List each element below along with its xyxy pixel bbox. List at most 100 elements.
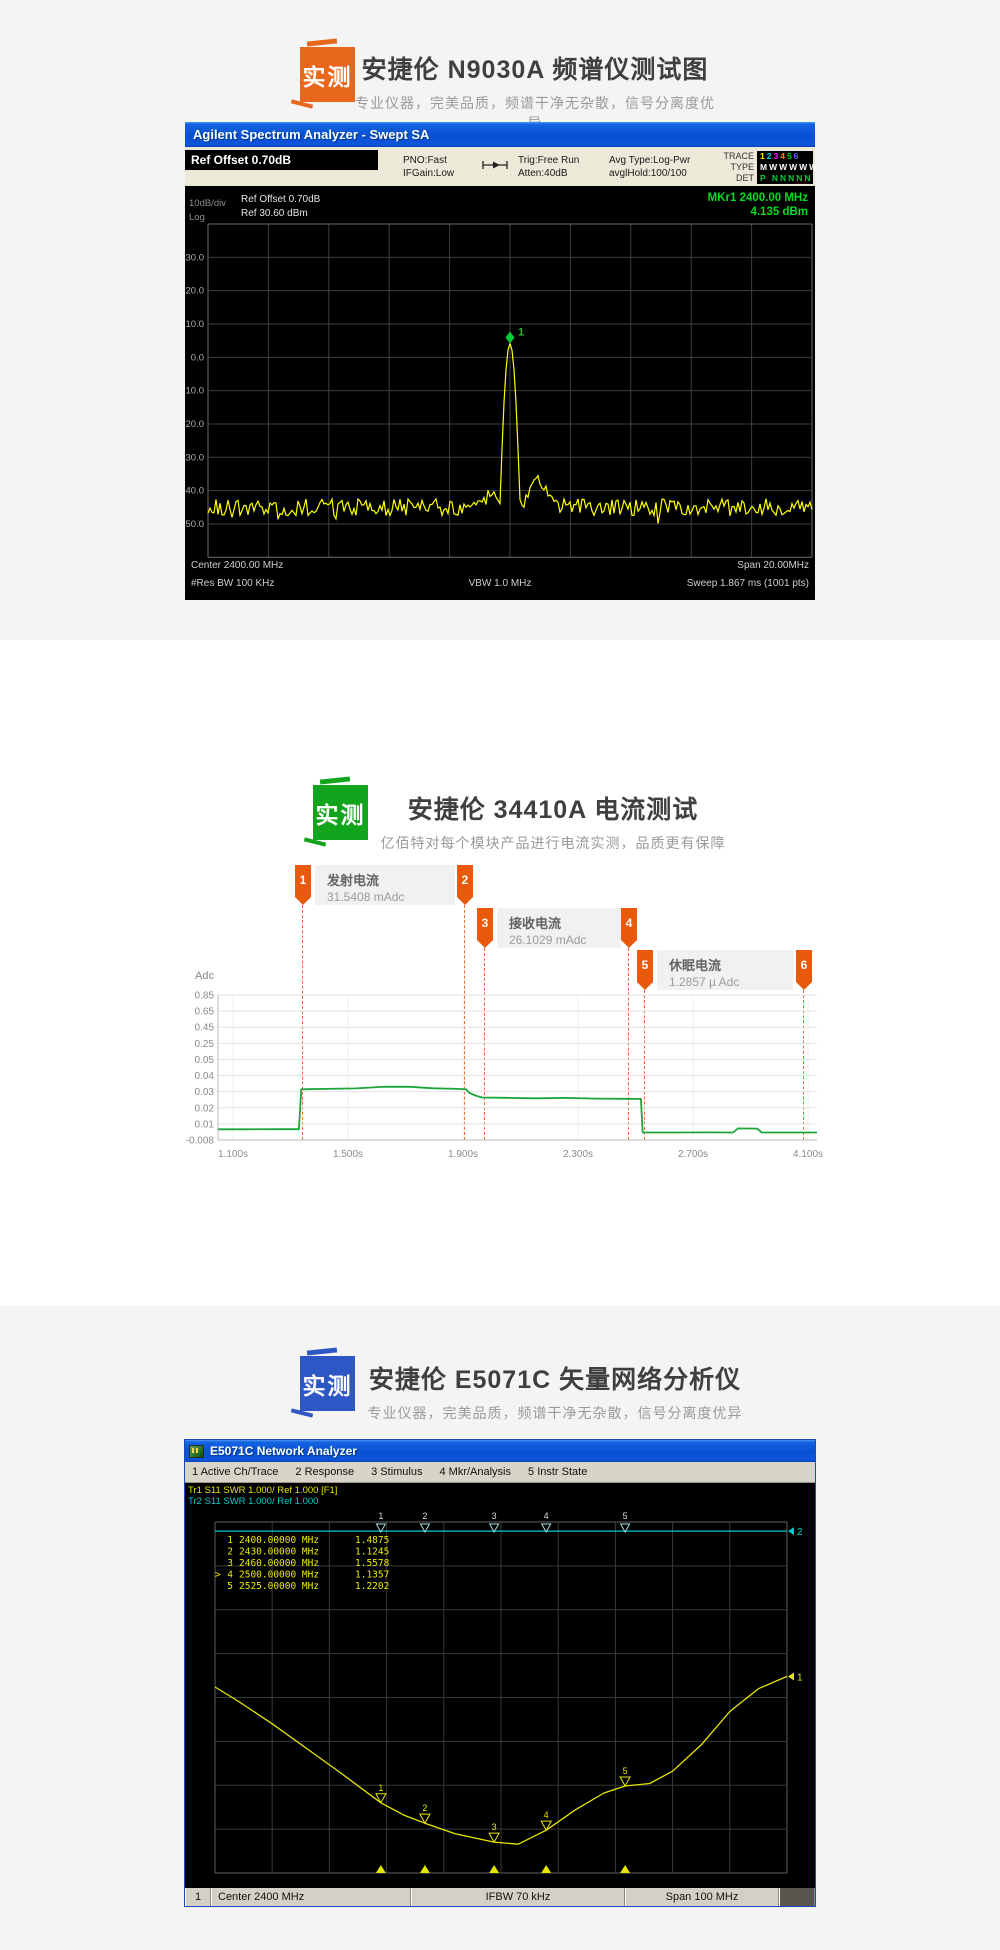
svg-text:2: 2 — [422, 1511, 427, 1521]
sa-titlebar[interactable]: Agilent Spectrum Analyzer - Swept SA — [185, 122, 815, 147]
svg-text:2525.00000 MHz: 2525.00000 MHz — [239, 1581, 319, 1592]
svg-text:0.0: 0.0 — [191, 352, 204, 363]
svg-text:Adc: Adc — [195, 970, 214, 982]
section-subtitle: 专业仪器，完美品质，频谱干净无杂散，信号分离度优异 — [367, 1405, 743, 1421]
marker-pin: 6 — [796, 950, 812, 990]
svg-text:2: 2 — [227, 1547, 233, 1558]
pno-settings: PNO:Fast IFGain:Low — [403, 155, 455, 179]
measurement-label: 发射电流 — [327, 873, 380, 888]
menu-item[interactable]: 1 Active Ch/Trace — [192, 1466, 279, 1478]
trace-detectors: P NNNNN — [757, 173, 813, 184]
spectrum-display: 30.0 20.0 10.0 0.0 -10.0 -20.0 -30.0 -40.0 -50.0… — [185, 186, 815, 600]
trace-types: MWWWWW — [757, 162, 817, 173]
svg-text:-10.0: -10.0 — [185, 386, 204, 397]
svg-text:1: 1 — [227, 1535, 233, 1546]
center-frequency-status: Center 2400 MHz — [211, 1888, 411, 1906]
ifbw-status: IFBW 70 kHz — [411, 1888, 625, 1906]
svg-text:0.65: 0.65 — [195, 1007, 215, 1018]
swr-plot: Tr1 S11 SWR 1.000/ Ref 1.000 [F1]Tr2 S11… — [188, 1485, 803, 1874]
trace-status-block: TRACE 123456 TYPE MWWWWW DET P NNNNN — [723, 151, 820, 184]
svg-text:1.1357: 1.1357 — [355, 1570, 389, 1581]
sa-settings-bar: Ref Offset 0.70dB PNO:Fast IFGain:Low Tr… — [185, 147, 820, 186]
marker-dashed-line — [302, 905, 303, 1140]
svg-text:1.900s: 1.900s — [448, 1149, 478, 1160]
vbw-label: VBW 1.0 MHz — [468, 578, 532, 589]
tested-badge-current: 实测 — [313, 785, 368, 840]
menu-item[interactable]: 5 Instr State — [528, 1466, 588, 1478]
svg-text:2: 2 — [422, 1803, 427, 1813]
svg-text:20.0: 20.0 — [186, 286, 205, 297]
marker-pin: 1 — [295, 865, 311, 905]
vna-window-title: E5071C Network Analyzer — [210, 1444, 357, 1458]
svg-text:10.0: 10.0 — [186, 319, 205, 330]
menu-item[interactable]: 3 Stimulus — [371, 1466, 423, 1478]
svg-text:-40.0: -40.0 — [185, 486, 204, 497]
section-header-spectrum: 安捷伦 N9030A 频谱仪测试图 专业仪器，完美品质，频谱干净无杂散，信号分离… — [350, 50, 720, 133]
svg-text:2.700s: 2.700s — [678, 1149, 708, 1160]
svg-text:4: 4 — [544, 1810, 549, 1820]
svg-text:1.5578: 1.5578 — [355, 1558, 390, 1569]
svg-text:0.45: 0.45 — [195, 1023, 215, 1034]
svg-text:1: 1 — [518, 327, 524, 339]
marker-readout: MKr1 2400.00 MHz 4.135 dBm — [707, 192, 808, 218]
svg-text:1.2202: 1.2202 — [355, 1581, 389, 1592]
measurement-label: 接收电流 — [509, 916, 562, 931]
trace-numbers: 123456 — [757, 151, 813, 162]
tested-badge-vna: 实测 — [300, 1356, 355, 1411]
svg-text:0.25: 0.25 — [195, 1039, 215, 1050]
menu-item[interactable]: 2 Response — [295, 1466, 355, 1478]
measurement-callout: 休眠电流 1.2857 µ Adc — [657, 950, 793, 990]
svg-text:0.01: 0.01 — [195, 1119, 215, 1130]
svg-text:0.05: 0.05 — [195, 1055, 215, 1066]
marker-dashed-line — [803, 990, 804, 1140]
middle-section-background — [0, 640, 1000, 1306]
svg-text:1.500s: 1.500s — [333, 1149, 363, 1160]
svg-text:5: 5 — [623, 1511, 628, 1521]
svg-text:-30.0: -30.0 — [185, 452, 204, 463]
marker-dashed-line — [628, 948, 629, 1140]
trigger-icon — [482, 161, 508, 169]
status-bar: 1 Center 2400 MHz IFBW 70 kHz Span 100 M… — [185, 1888, 815, 1906]
section-header-current: 安捷伦 34410A 电流测试 亿佰特对每个模块产品进行电流实测，品质更有保障 — [373, 790, 733, 853]
measurement-value: 26.1029 mAdc — [509, 933, 587, 947]
svg-text:4: 4 — [544, 1511, 549, 1521]
marker-pin: 3 — [477, 908, 493, 948]
channel-indicator: 1 — [185, 1888, 211, 1906]
svg-text:30.0: 30.0 — [186, 252, 205, 263]
svg-text:1: 1 — [378, 1511, 383, 1521]
svg-text:2.300s: 2.300s — [563, 1149, 593, 1160]
svg-text:2: 2 — [797, 1527, 803, 1538]
svg-text:5: 5 — [227, 1581, 233, 1592]
svg-text:Tr1 S11 SWR 1.000/ Ref 1.000 [: Tr1 S11 SWR 1.000/ Ref 1.000 [F1] — [188, 1485, 337, 1496]
svg-text:1: 1 — [378, 1783, 383, 1793]
spectrum-plot: 30.0 20.0 10.0 0.0 -10.0 -20.0 -30.0 -40.0 -50.0… — [185, 223, 813, 558]
ref-level-readout: Ref 30.60 dBm — [241, 208, 308, 219]
menu-item[interactable]: 4 Mkr/Analysis — [439, 1466, 512, 1478]
measurement-callout: 发射电流 31.5408 mAdc — [315, 865, 455, 905]
svg-text:0.04: 0.04 — [195, 1071, 215, 1082]
network-analyzer-window: E5071C Network Analyzer 1 Active Ch/Trac… — [184, 1439, 816, 1907]
svg-text:4: 4 — [227, 1570, 233, 1581]
svg-text:2400.00000 MHz: 2400.00000 MHz — [239, 1535, 319, 1546]
spectrum-analyzer-window: Agilent Spectrum Analyzer - Swept SA Ref… — [185, 122, 820, 600]
svg-text:-0.008: -0.008 — [186, 1136, 215, 1147]
span-status: Span 100 MHz — [625, 1888, 779, 1906]
status-indicator — [779, 1888, 815, 1906]
vna-titlebar[interactable]: E5071C Network Analyzer — [185, 1440, 815, 1462]
svg-text:1.4875: 1.4875 — [355, 1535, 389, 1546]
svg-text:2430.00000 MHz: 2430.00000 MHz — [239, 1547, 319, 1558]
marker-dashed-line — [484, 948, 485, 1140]
current-chart: Adc 0.85 0.65 0.45 0.25 0.05 0.04 0.03 0.02 0.01 -… — [186, 970, 823, 1160]
ref-offset-readout: Ref Offset 0.70dB — [241, 194, 321, 205]
section-title: 安捷伦 E5071C 矢量网络分析仪 — [368, 1366, 742, 1394]
sa-window-title: Agilent Spectrum Analyzer - Swept SA — [193, 127, 430, 142]
marker-pin: 2 — [457, 865, 473, 905]
center-freq-label: Center 2400.00 MHz — [191, 560, 284, 571]
marker-dashed-line — [644, 990, 645, 1140]
span-label: Span 20.00MHz — [737, 560, 809, 571]
tested-badge-spectrum: 实测 — [300, 47, 355, 102]
ref-offset-button[interactable]: Ref Offset 0.70dB — [185, 150, 378, 170]
svg-text:-20.0: -20.0 — [185, 419, 204, 430]
svg-text:3: 3 — [492, 1822, 497, 1832]
